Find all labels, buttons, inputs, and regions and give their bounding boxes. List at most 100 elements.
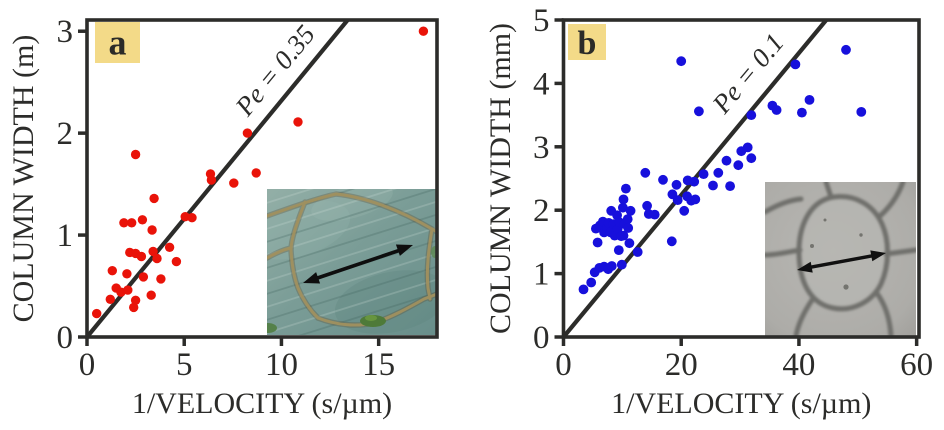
data-point-b <box>578 284 589 295</box>
y-tick-label: 3 <box>57 14 74 50</box>
data-point-b <box>658 174 668 185</box>
inset-a-moss-patches <box>267 246 437 333</box>
data-point-b <box>713 167 724 178</box>
data-point-b <box>625 205 636 216</box>
data-point-b <box>621 183 631 194</box>
x-axis-label-b: 1/VELOCITY (s/µm) <box>611 387 871 420</box>
data-point-b <box>679 205 690 216</box>
y-tick-label: 4 <box>533 66 550 102</box>
x-tick-label: 0 <box>555 347 572 383</box>
panel-label-box-b <box>568 24 606 60</box>
data-point-a <box>129 302 139 313</box>
data-point-a <box>105 294 116 304</box>
inset-b-cell-boundaries <box>765 182 916 336</box>
data-point-b <box>616 259 627 270</box>
data-point-b <box>618 202 628 213</box>
data-point-b <box>841 44 851 55</box>
data-point-a <box>127 218 137 228</box>
x-axis-label-a: 1/VELOCITY (s/µm) <box>132 387 392 420</box>
data-point-a <box>152 253 162 264</box>
x-tick-label: 60 <box>900 347 933 383</box>
inset-b-central-cell <box>798 196 888 309</box>
inset-a-cracks <box>267 191 437 328</box>
data-point-a <box>92 308 102 319</box>
data-point-b <box>642 200 652 211</box>
x-tick-label: 10 <box>265 347 298 383</box>
data-point-a <box>119 218 129 228</box>
data-point-b <box>721 155 732 166</box>
data-point-b <box>771 105 782 115</box>
data-point-a <box>187 213 197 223</box>
data-point-a <box>122 269 132 279</box>
data-point-a <box>206 175 217 185</box>
data-point-a <box>156 274 166 284</box>
y-tick-label: 1 <box>533 257 550 293</box>
data-point-a <box>242 128 253 138</box>
data-point-b <box>746 110 757 120</box>
data-point-a <box>137 215 148 225</box>
data-point-a <box>146 290 156 300</box>
data-point-b <box>690 194 701 205</box>
data-point-b <box>708 180 718 191</box>
x-tick-label: 5 <box>176 347 193 383</box>
inset-b-specks <box>810 218 863 290</box>
panel-label-a: a <box>109 23 127 63</box>
inset-photo-basalt <box>267 189 437 335</box>
data-point-b <box>624 238 635 249</box>
data-point-b <box>622 214 633 225</box>
data-point-b <box>672 195 683 206</box>
x-tick-label: 0 <box>79 347 96 383</box>
y-tick-label: 0 <box>533 320 550 356</box>
data-point-a <box>251 168 261 178</box>
data-point-b <box>725 181 735 192</box>
data-point-b <box>797 107 807 118</box>
x-tick-label: 40 <box>782 347 815 383</box>
data-point-b <box>676 56 687 67</box>
data-point-b <box>592 237 603 248</box>
data-point-b <box>623 223 634 233</box>
data-point-a <box>171 256 182 267</box>
data-point-a <box>148 246 158 257</box>
axes-box-b <box>561 18 921 339</box>
y-tick-label: 3 <box>533 130 550 166</box>
data-point-b <box>606 261 617 271</box>
data-point-a <box>147 225 157 235</box>
data-point-b <box>689 176 700 187</box>
x-tick-label: 20 <box>665 347 698 383</box>
data-point-a <box>130 295 141 305</box>
axes-box-a <box>85 18 439 339</box>
data-point-b <box>694 106 704 117</box>
data-point-b <box>698 169 709 180</box>
y-tick-label: 2 <box>57 116 74 152</box>
data-point-b <box>586 277 597 288</box>
y-tick-label: 1 <box>57 218 74 254</box>
data-point-b <box>804 95 815 105</box>
data-point-a <box>149 193 159 204</box>
panel-label-b: b <box>578 25 597 62</box>
x-tick-label: 15 <box>362 347 395 383</box>
inset-photo-micrograph <box>765 182 916 336</box>
data-point-a <box>138 272 149 282</box>
data-point-a <box>123 285 133 295</box>
data-point-b <box>671 179 682 190</box>
y-axis-label-b: COLUMN WIDTH (mm) <box>484 23 517 334</box>
inset-a-background <box>267 189 437 335</box>
data-point-b <box>616 231 627 242</box>
inset-b-width-arrow <box>797 250 886 273</box>
data-point-b <box>613 245 624 256</box>
data-point-a <box>229 178 239 188</box>
data-point-b <box>733 160 744 171</box>
data-point-b <box>640 167 651 178</box>
panel-label-box-a <box>95 22 140 63</box>
data-point-b <box>742 142 753 153</box>
data-point-a <box>130 149 141 160</box>
data-point-a <box>136 251 147 262</box>
y-tick-label: 0 <box>57 320 74 356</box>
y-tick-label: 2 <box>533 193 550 229</box>
data-point-a <box>164 242 175 252</box>
data-point-b <box>618 194 629 205</box>
data-point-a <box>293 117 303 127</box>
data-point-a <box>418 26 429 36</box>
